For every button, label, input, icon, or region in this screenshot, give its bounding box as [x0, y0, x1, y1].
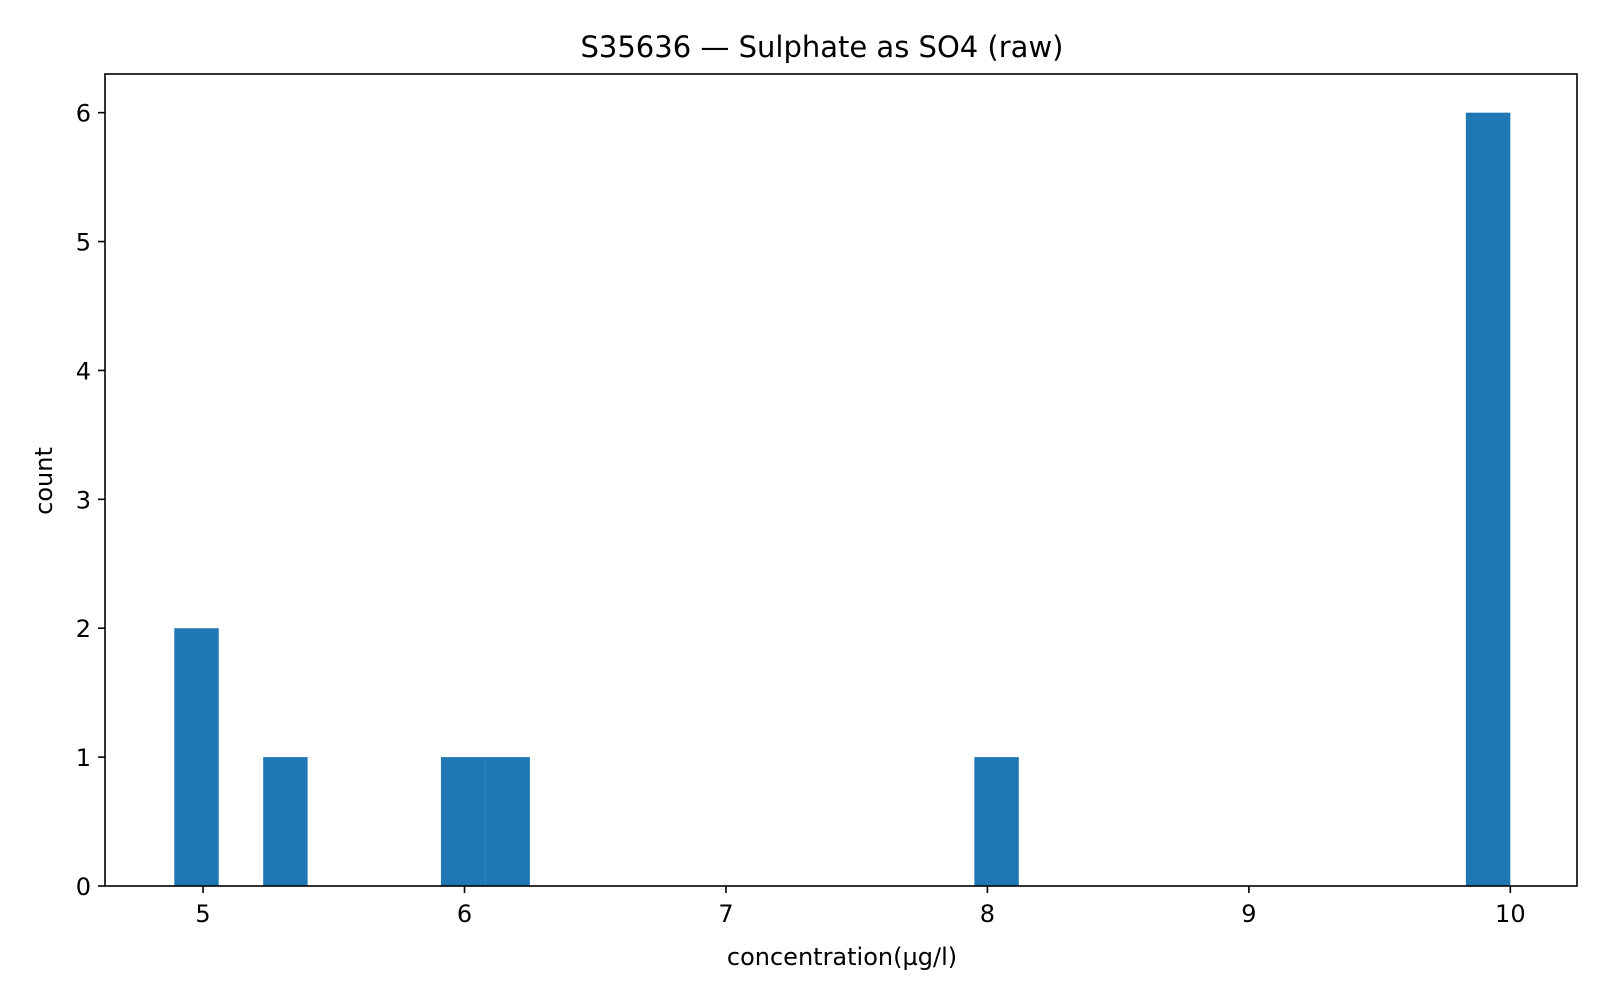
- y-tick-label: 5: [76, 229, 91, 257]
- plot-frame: [104, 73, 1578, 887]
- y-tick-label: 0: [76, 873, 91, 901]
- x-tick-label: 6: [457, 900, 472, 928]
- histogram-bar-2: [440, 757, 486, 886]
- y-axis-label: count: [30, 447, 58, 515]
- x-tick-label: 10: [1495, 900, 1526, 928]
- x-tick-label: 8: [980, 900, 995, 928]
- bars-layer: [174, 112, 1511, 886]
- histogram-bar-1: [263, 757, 308, 886]
- x-axis-ticks: 5 6 7 8 9 10: [195, 886, 1526, 928]
- y-tick-label: 3: [76, 486, 91, 514]
- histogram-bar-3: [485, 757, 530, 886]
- y-tick-label: 1: [76, 744, 91, 772]
- x-tick-label: 9: [1241, 900, 1256, 928]
- histogram-bar-0: [174, 628, 219, 886]
- y-axis-ticks: 0 1 2 3 4 5 6: [76, 100, 105, 901]
- histogram-bar-5: [1465, 112, 1511, 886]
- y-tick-label: 2: [76, 615, 91, 643]
- y-tick-label: 4: [76, 357, 91, 385]
- chart-title: S35636 — Sulphate as SO4 (raw): [581, 30, 1064, 64]
- x-axis-label: concentration(µg/l): [727, 943, 957, 971]
- x-tick-label: 5: [195, 900, 210, 928]
- x-tick-label: 7: [718, 900, 733, 928]
- histogram-bar-4: [974, 757, 1019, 886]
- y-tick-label: 6: [76, 100, 91, 128]
